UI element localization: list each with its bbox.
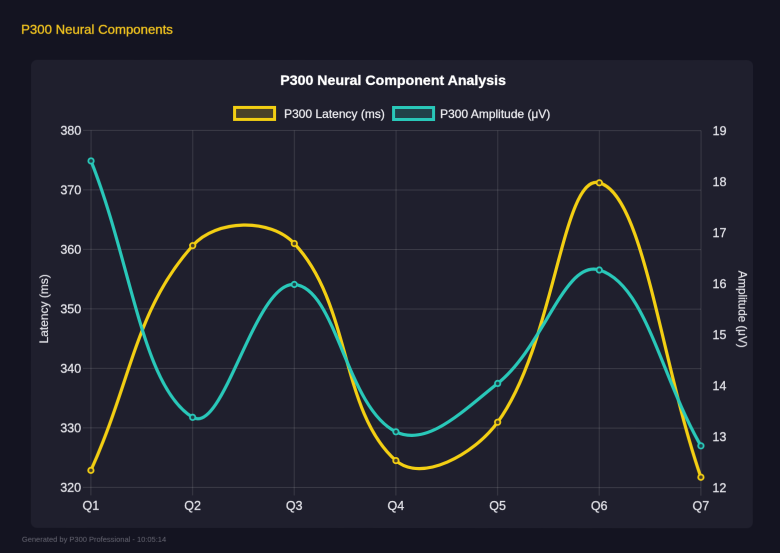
svg-text:370: 370 — [60, 183, 81, 197]
svg-text:380: 380 — [60, 124, 81, 138]
svg-text:14: 14 — [712, 379, 726, 393]
svg-text:Amplitude (μV): Amplitude (μV) — [735, 271, 748, 348]
svg-text:19: 19 — [713, 124, 727, 138]
svg-text:16: 16 — [712, 277, 726, 291]
svg-text:350: 350 — [60, 302, 81, 316]
svg-text:Q3: Q3 — [286, 499, 303, 513]
svg-text:360: 360 — [60, 243, 81, 257]
svg-text:P300 Neural Component Analysis: P300 Neural Component Analysis — [280, 73, 506, 89]
svg-text:15: 15 — [712, 328, 726, 342]
svg-text:340: 340 — [60, 362, 81, 376]
svg-text:Q5: Q5 — [489, 499, 506, 513]
svg-text:Q2: Q2 — [184, 499, 201, 513]
svg-text:P300 Amplitude (μV): P300 Amplitude (μV) — [440, 107, 550, 121]
svg-text:320: 320 — [60, 481, 81, 495]
svg-text:330: 330 — [60, 421, 81, 435]
svg-text:Q1: Q1 — [83, 499, 100, 513]
svg-text:12: 12 — [712, 481, 726, 495]
svg-text:P300 Latency (ms): P300 Latency (ms) — [284, 107, 385, 121]
svg-text:17: 17 — [713, 226, 727, 240]
svg-text:Q4: Q4 — [388, 499, 405, 513]
svg-text:13: 13 — [712, 430, 726, 444]
svg-text:Q6: Q6 — [591, 499, 608, 513]
svg-text:Latency (ms): Latency (ms) — [37, 274, 51, 343]
svg-text:18: 18 — [713, 175, 727, 189]
svg-text:Q7: Q7 — [693, 499, 710, 513]
